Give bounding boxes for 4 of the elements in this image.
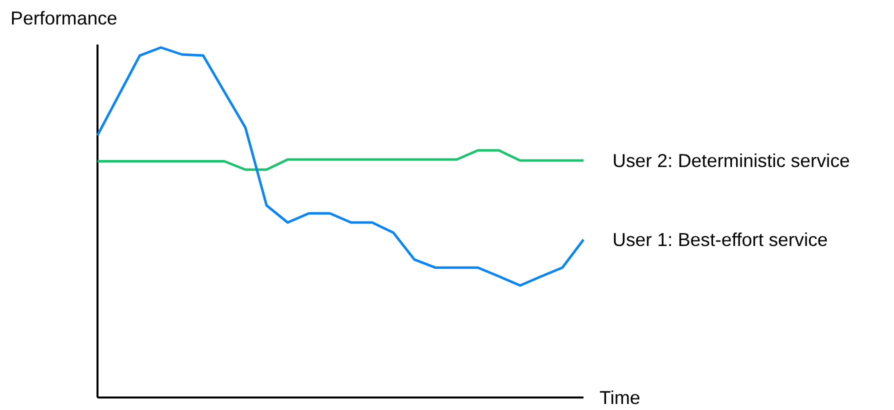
series-label: User 2: Deterministic service [612,150,850,172]
y-axis-title: Performance [10,8,118,28]
series-label: User 1: Best-effort service [612,229,828,250]
x-axis-title: Time [600,387,640,408]
